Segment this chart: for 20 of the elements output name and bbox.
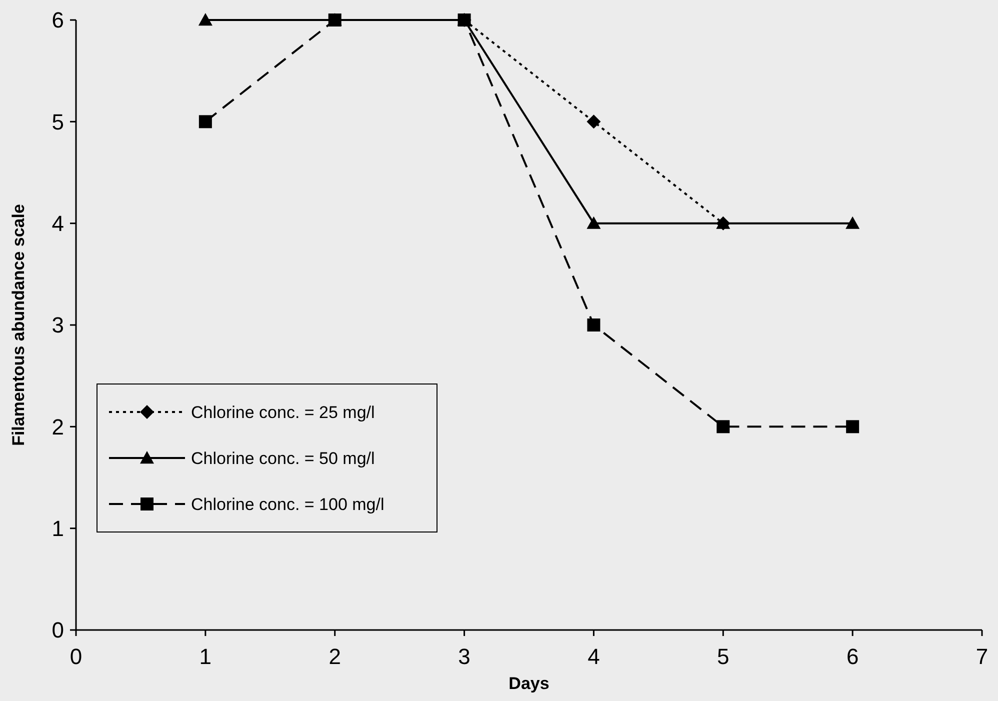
x-tick-label: 6 (846, 644, 859, 669)
legend-label: Chlorine conc. = 25 mg/l (191, 402, 375, 422)
x-tick-label: 1 (199, 644, 212, 669)
x-tick-label: 3 (458, 644, 470, 669)
y-tick-label: 0 (52, 618, 64, 643)
y-tick-label: 6 (52, 8, 64, 33)
x-tick-label: 5 (717, 644, 730, 669)
legend-label: Chlorine conc. = 100 mg/l (191, 494, 384, 514)
y-tick-label: 2 (52, 414, 64, 440)
y-tick-label: 5 (52, 109, 64, 134)
legend-label: Chlorine conc. = 50 mg/l (191, 448, 375, 468)
x-axis-title: Days (508, 674, 550, 693)
y-tick-label: 4 (52, 211, 64, 236)
x-tick-label: 4 (588, 644, 600, 669)
y-axis-title: Filamentous abundance scale (9, 204, 28, 446)
x-tick-label: 0 (70, 644, 82, 669)
x-tick-label: 7 (976, 644, 988, 669)
x-tick-label: 2 (328, 644, 341, 669)
y-tick-label: 1 (52, 516, 64, 542)
y-tick-label: 3 (52, 312, 64, 338)
